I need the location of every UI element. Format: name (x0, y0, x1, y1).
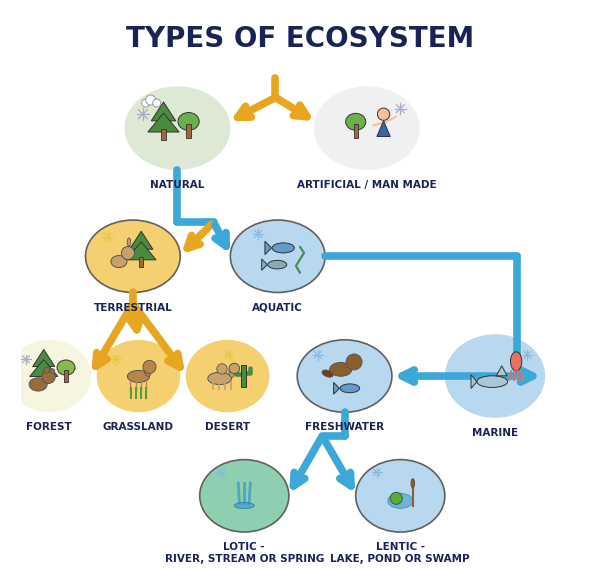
Ellipse shape (97, 340, 180, 412)
Text: GRASSLAND: GRASSLAND (103, 423, 174, 432)
Circle shape (146, 95, 156, 105)
Ellipse shape (125, 86, 230, 170)
Ellipse shape (186, 340, 269, 412)
Text: FOREST: FOREST (26, 423, 72, 432)
Bar (241, 365, 246, 387)
Ellipse shape (178, 112, 199, 130)
Circle shape (390, 492, 402, 504)
Circle shape (42, 370, 55, 384)
Ellipse shape (86, 220, 180, 292)
Text: DESERT: DESERT (205, 423, 250, 432)
Text: NATURAL: NATURAL (150, 180, 205, 190)
Circle shape (346, 354, 362, 370)
Ellipse shape (8, 340, 91, 412)
Ellipse shape (314, 86, 420, 170)
Circle shape (217, 364, 227, 374)
Polygon shape (148, 113, 179, 132)
Ellipse shape (411, 478, 415, 488)
Ellipse shape (272, 243, 295, 253)
Ellipse shape (340, 384, 359, 393)
Ellipse shape (127, 238, 131, 246)
Polygon shape (32, 349, 55, 367)
Polygon shape (29, 359, 58, 376)
Ellipse shape (200, 460, 289, 532)
Text: MARINE: MARINE (472, 428, 518, 438)
Bar (161, 128, 166, 140)
Text: TERRESTRIAL: TERRESTRIAL (94, 303, 172, 312)
Text: ARTIFICIAL / MAN MADE: ARTIFICIAL / MAN MADE (297, 180, 437, 190)
Ellipse shape (29, 378, 47, 391)
Ellipse shape (230, 220, 325, 292)
Ellipse shape (127, 371, 149, 383)
Bar (139, 256, 143, 267)
Polygon shape (471, 375, 477, 388)
Text: LENTIC -
LAKE, POND OR SWAMP: LENTIC - LAKE, POND OR SWAMP (331, 542, 470, 565)
Ellipse shape (57, 360, 75, 375)
Ellipse shape (229, 369, 234, 377)
Polygon shape (377, 121, 390, 136)
Text: LOTIC -
RIVER, STREAM OR SPRING: LOTIC - RIVER, STREAM OR SPRING (164, 542, 324, 565)
Ellipse shape (234, 502, 254, 509)
Bar (42, 373, 46, 384)
Circle shape (142, 99, 149, 107)
Circle shape (44, 367, 50, 373)
Circle shape (377, 108, 389, 120)
Circle shape (121, 247, 134, 260)
Ellipse shape (445, 334, 545, 418)
Bar (187, 124, 191, 138)
Ellipse shape (511, 352, 522, 371)
Text: TYPES OF ECOSYSTEM: TYPES OF ECOSYSTEM (126, 25, 474, 53)
Polygon shape (127, 242, 156, 260)
Text: AQUATIC: AQUATIC (252, 303, 303, 312)
Polygon shape (130, 231, 153, 250)
Circle shape (229, 363, 239, 373)
Circle shape (143, 360, 156, 373)
Ellipse shape (144, 368, 151, 376)
Ellipse shape (208, 372, 232, 384)
Ellipse shape (388, 493, 413, 508)
Ellipse shape (356, 460, 445, 532)
Text: FRESHWATER: FRESHWATER (305, 423, 384, 432)
Polygon shape (262, 259, 268, 270)
Circle shape (50, 369, 55, 373)
Polygon shape (334, 383, 340, 394)
Bar (353, 124, 358, 138)
Polygon shape (265, 241, 272, 255)
Ellipse shape (111, 256, 127, 268)
Polygon shape (496, 366, 507, 376)
Ellipse shape (268, 260, 287, 269)
Ellipse shape (297, 340, 392, 412)
Circle shape (152, 99, 161, 107)
Ellipse shape (322, 370, 333, 377)
Ellipse shape (346, 113, 366, 130)
Ellipse shape (329, 363, 352, 376)
Ellipse shape (477, 376, 508, 388)
Bar (64, 370, 68, 382)
Polygon shape (151, 102, 176, 121)
